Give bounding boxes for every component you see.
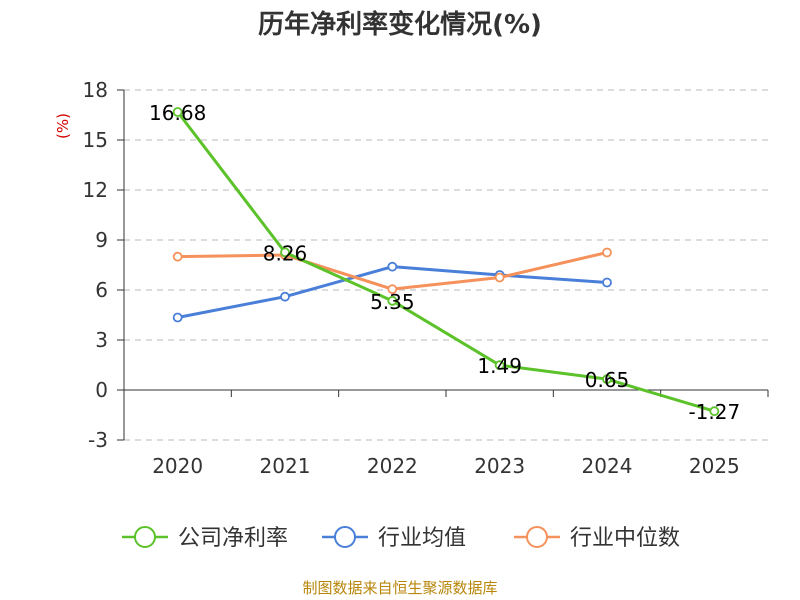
y-tick-label: -3 [88,428,108,452]
data-label: 8.26 [263,241,308,265]
data-point [387,261,398,272]
y-tick-label: 6 [95,278,108,302]
data-label: 16.68 [149,101,206,125]
series-line [176,111,715,413]
legend-marker [134,526,156,548]
data-label: 5.35 [370,290,415,314]
data-point [602,374,612,385]
y-tick-label: 3 [95,328,108,352]
x-tick-label: 2020 [152,454,203,478]
data-point [387,295,398,306]
y-tick-label: 0 [95,378,108,402]
data-point [709,406,720,417]
y-tick-label: 18 [83,78,108,102]
x-tick-label: 2021 [260,454,311,478]
y-unit-label: (%) [54,113,72,139]
x-tick-label: 2025 [689,454,740,478]
data-point [172,251,183,262]
legend-label: 行业均值 [378,526,466,551]
legend-marker [526,526,548,548]
data-point [172,312,183,323]
data-point [602,247,612,258]
y-tick-label: 15 [83,128,108,152]
x-tick-label: 2023 [474,454,525,478]
data-label: 0.65 [585,368,630,392]
data-point [280,247,290,258]
data-point [494,360,505,371]
legend-marker [334,526,356,548]
data-point [172,107,183,117]
y-tick-label: 12 [83,178,108,202]
x-tick-label: 2024 [582,454,633,478]
data-label: 1.49 [477,354,522,378]
axes: -3 0 3 6 9 12 15 18 2020 2021 2022 2023 2024 2025 [83,78,769,478]
legend-label: 行业中位数 [570,526,680,551]
series-layer [172,107,720,417]
data-label: -1.27 [688,400,740,424]
data-point [280,291,290,302]
gridlines [124,89,768,441]
data-point [387,284,398,295]
legend-label: 公司净利率 [178,526,288,551]
legend: 公司净利率 行业均值 行业中位数 [122,526,680,551]
chart-title: 历年净利率变化情况(%) [258,9,542,40]
data-point [602,277,612,288]
data-point [494,272,505,283]
x-tick-label: 2022 [367,454,418,478]
y-tick-label: 9 [95,228,108,252]
data-labels: 16.68 8.26 5.35 1.49 0.65 -1.27 [149,101,740,424]
source-note: 制图数据来自恒生聚源数据库 [302,579,497,597]
